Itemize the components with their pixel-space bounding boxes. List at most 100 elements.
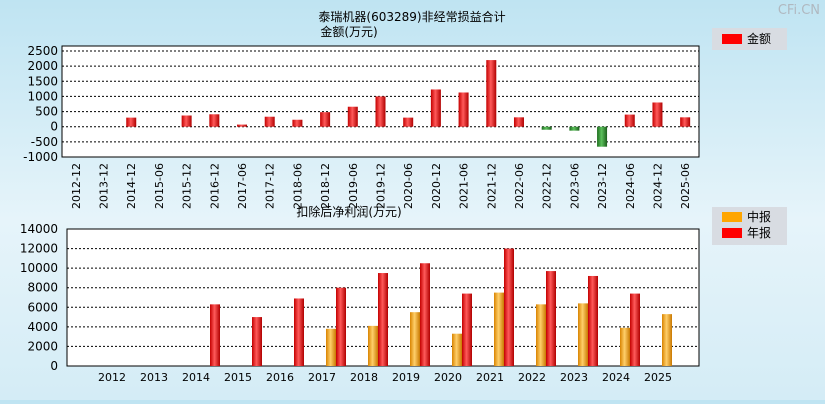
chart2-y-tick-labels: 14000 12000 10000 8000 6000 4000 2000 0: [20, 222, 58, 373]
chart2-bars: [210, 248, 672, 366]
chart1-y-tick: 1000: [27, 89, 58, 103]
chart1-bar: [569, 126, 580, 131]
chart2-legend-label-interim: 中报: [747, 209, 771, 224]
chart1-x-tick: 2013-12: [98, 163, 111, 209]
chart1-y-tick: -500: [31, 135, 58, 149]
chart1-bar: [486, 60, 497, 127]
chart2-x-tick: 2016: [266, 371, 294, 384]
chart1-y-tick: 2000: [27, 59, 58, 73]
chart1-bar: [347, 106, 358, 127]
chart2-x-tick: 2023: [560, 371, 588, 384]
chart2-x-tick: 2025: [644, 371, 672, 384]
chart1-x-tick: 2017-12: [264, 163, 277, 209]
chart2-y-tick: 0: [50, 359, 58, 373]
chart1-bar: [680, 117, 691, 127]
chart1: 泰瑞机器(603289)非经常损益合计 金额(万元) 2500200015001…: [23, 9, 787, 209]
chart2-x-tick: 2021: [476, 371, 504, 384]
chart2-bar-annual: [294, 298, 304, 366]
chart2-bar-annual: [546, 271, 556, 366]
chart1-subtitle: 金额(万元): [320, 24, 377, 39]
chart2: 扣除后净利润(万元) 14000 12000 10000 8000 6000 4000 20…: [20, 204, 787, 384]
chart1-x-tick: 2022-12: [541, 163, 554, 209]
chart1-y-tick: 1500: [27, 74, 58, 88]
chart1-bar: [652, 102, 663, 127]
chart2-bar-annual: [462, 293, 472, 366]
chart2-x-tick: 2015: [224, 371, 252, 384]
chart2-x-tick: 2017: [308, 371, 336, 384]
chart2-bar-interim: [662, 314, 672, 366]
chart1-x-tick: 2017-06: [236, 163, 249, 209]
chart2-bar-annual: [210, 304, 220, 366]
chart1-y-tick: 0: [50, 120, 58, 134]
chart1-y-tick: 500: [35, 105, 58, 119]
chart2-bar-interim: [494, 292, 504, 366]
chart1-x-tick: 2016-12: [208, 163, 221, 209]
chart1-x-tick-labels: 2012-12 2013-12 2014-12 2015-06 2015-12 2016-…: [70, 163, 692, 209]
chart2-x-tick: 2019: [392, 371, 420, 384]
chart2-x-tick-labels: 2012 2013 2014 2015 2016 2017 2018 2019 2020 2021…: [98, 371, 672, 384]
chart1-bar: [237, 124, 248, 127]
chart2-title: 扣除后净利润(万元): [296, 204, 401, 219]
chart2-x-tick: 2022: [518, 371, 546, 384]
chart2-bar-annual: [252, 317, 262, 366]
chart1-x-tick: 2024-12: [651, 163, 664, 209]
chart2-bar-interim: [452, 333, 462, 366]
chart1-bar: [430, 89, 441, 127]
chart1-x-tick: 2020-06: [402, 163, 415, 209]
chart1-x-tick: 2021-06: [458, 163, 471, 209]
chart1-x-tick: 2018-06: [291, 163, 304, 209]
chart2-y-tick: 2000: [27, 339, 58, 353]
chart1-x-tick: 2019-06: [347, 163, 360, 209]
chart2-y-tick: 10000: [20, 261, 58, 275]
chart1-bar: [209, 114, 220, 127]
chart2-legend-swatch-interim: [722, 212, 742, 222]
chart1-bar: [541, 126, 552, 130]
chart1-bars: [126, 60, 691, 147]
chart1-y-tick: 2500: [27, 44, 58, 58]
chart2-legend: 中报 年报: [712, 207, 787, 245]
chart2-y-tick: 4000: [27, 320, 58, 334]
chart1-x-tick: 2022-06: [513, 163, 526, 209]
chart2-bar-annual: [504, 248, 514, 366]
chart1-x-tick: 2021-12: [485, 163, 498, 209]
chart1-legend-box: [712, 28, 787, 50]
chart2-x-tick: 2024: [602, 371, 630, 384]
chart1-bar: [403, 117, 414, 127]
chart2-y-tick: 12000: [20, 242, 58, 256]
chart1-legend: 金额: [712, 28, 787, 50]
chart1-bar: [264, 116, 275, 127]
chart1-legend-label: 金额: [747, 31, 771, 46]
chart1-bar: [126, 117, 137, 127]
chart1-x-tick: 2014-12: [125, 163, 138, 209]
chart1-bar: [292, 119, 303, 127]
chart2-legend-swatch-annual: [722, 228, 742, 238]
chart1-bar: [624, 114, 635, 127]
chart1-bar: [181, 115, 192, 127]
chart2-y-tick: 14000: [20, 222, 58, 236]
chart1-y-tick: -1000: [23, 150, 58, 164]
chart1-bar: [513, 117, 524, 127]
chart1-bar: [375, 96, 386, 127]
chart2-y-tick: 8000: [27, 281, 58, 295]
chart1-x-tick: 2024-06: [624, 163, 637, 209]
chart2-x-tick: 2014: [182, 371, 210, 384]
chart2-y-tick: 6000: [27, 300, 58, 314]
chart1-x-tick: 2025-06: [679, 163, 692, 209]
chart2-bar-annual: [588, 275, 598, 366]
chart2-bar-interim: [410, 312, 420, 366]
chart1-x-tick: 2019-12: [375, 163, 388, 209]
chart1-x-tick: 2012-12: [70, 163, 83, 209]
chart2-x-tick: 2020: [434, 371, 462, 384]
chart2-bar-interim: [578, 303, 588, 366]
chart2-bar-interim: [536, 304, 546, 366]
chart1-x-tick: 2018-12: [319, 163, 332, 209]
chart1-x-tick: 2023-06: [568, 163, 581, 209]
chart2-bar-interim: [326, 328, 336, 366]
chart1-bar: [458, 92, 469, 127]
chart1-title: 泰瑞机器(603289)非经常损益合计: [318, 9, 505, 24]
chart1-bar: [597, 126, 608, 147]
watermark: CFi.CN: [778, 3, 820, 18]
